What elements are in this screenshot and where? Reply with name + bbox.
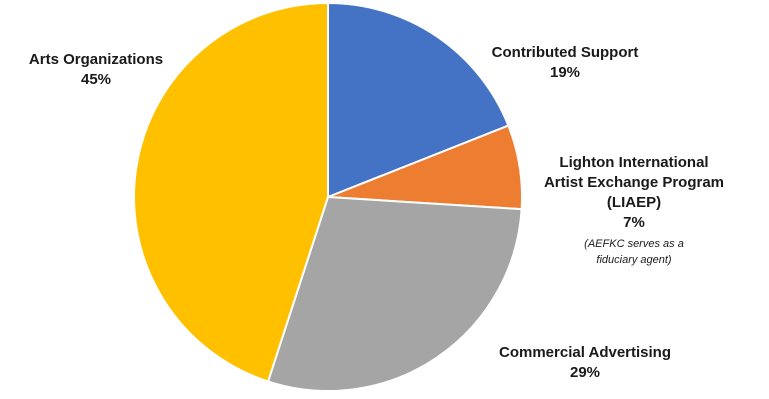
slice-note: (AEFKC serves as a: [584, 238, 684, 250]
slice-percent-label: 7%: [623, 214, 645, 231]
slice-label-commercial: Commercial Advertising 29%: [499, 344, 671, 381]
slice-label-name: Contributed Support: [492, 44, 639, 61]
slice-percent-label: 29%: [570, 364, 600, 381]
pie-slice-contributed: [327, 2, 510, 198]
pie-labels: Contributed Support 19% Lighton Internatio…: [29, 44, 724, 381]
slice-note: fiduciary agent): [596, 254, 672, 266]
slice-label-liaep: Lighton International Artist Exchange Pro…: [544, 154, 724, 266]
slice-label-name: Commercial Advertising: [499, 344, 671, 361]
slice-label-contributed: Contributed Support 19%: [492, 44, 639, 81]
slice-label-name: Artist Exchange Program: [544, 174, 724, 191]
pie-slice-commercial: [267, 196, 523, 392]
pie-slices: [133, 2, 523, 392]
pie-slice-arts: [133, 2, 329, 383]
slice-label-arts: Arts Organizations 45%: [29, 51, 163, 88]
slice-percent-label: 19%: [550, 64, 580, 81]
slice-label-name: Lighton International: [559, 154, 708, 171]
slice-percent-label: 45%: [81, 71, 111, 88]
slice-label-name: (LIAEP): [607, 194, 661, 211]
slice-label-name: Arts Organizations: [29, 51, 163, 68]
